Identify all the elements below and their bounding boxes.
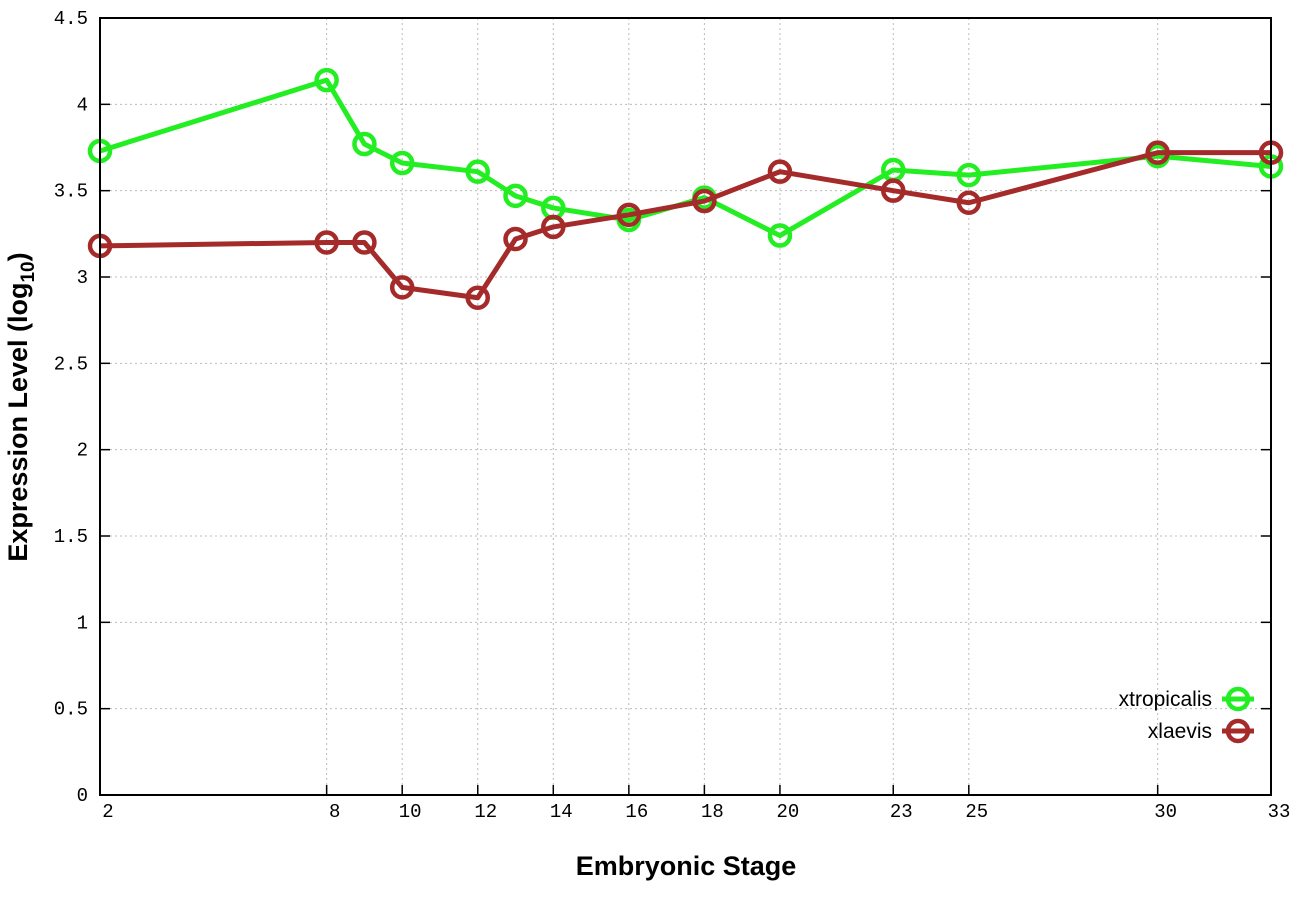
- y-tick-label: 4.5: [54, 8, 88, 30]
- legend-marker-xtropicalis: [1225, 686, 1251, 712]
- legend-marker-xlaevis: [1225, 718, 1251, 744]
- y-axis-label-close: ): [3, 252, 33, 261]
- series-line-xlaevis: [99, 150, 1271, 301]
- data-point-xlaevis: [1145, 140, 1170, 165]
- x-tick-label: 14: [550, 801, 573, 823]
- x-axis-label: Embryonic Stage: [576, 851, 797, 881]
- grid: [99, 17, 1272, 796]
- data-point-xtropicalis: [767, 223, 793, 248]
- y-tick-label: 0.5: [54, 699, 88, 721]
- x-tick-label: 25: [965, 801, 988, 823]
- series-layer: [87, 67, 1284, 310]
- data-point-xtropicalis: [389, 150, 415, 176]
- x-tick-label: 8: [329, 801, 340, 823]
- x-tick-label: 18: [701, 801, 724, 823]
- y-tick-label: 1: [77, 612, 88, 634]
- y-tick-label: 3.5: [54, 181, 88, 203]
- data-point-xlaevis: [352, 230, 377, 255]
- x-tick-label: 16: [625, 801, 648, 823]
- y-tick-label: 0: [77, 785, 88, 807]
- data-point-xlaevis: [616, 202, 642, 228]
- data-point-xtropicalis: [314, 67, 339, 93]
- data-point-xlaevis: [956, 190, 982, 216]
- ticks: 2 8 10 12 14 16 18 20 23 25 30 33 0 0.5 1 1.5 2 2.5 3 3.5 4 4…: [54, 8, 1291, 823]
- x-tick-label: 33: [1268, 801, 1291, 823]
- x-tick-label: 2: [102, 801, 113, 823]
- x-tick-label: 20: [777, 801, 800, 823]
- x-tick-label: 30: [1154, 801, 1177, 823]
- y-tick-label: 1.5: [54, 526, 88, 548]
- y-axis-label: Expression Level (log10): [3, 252, 39, 561]
- x-tick-label: 23: [890, 801, 913, 823]
- data-point-xtropicalis: [956, 162, 982, 188]
- legend: xtropicalis xlaevis: [1119, 686, 1254, 744]
- data-point-xlaevis: [541, 214, 566, 240]
- data-point-xtropicalis: [465, 159, 490, 184]
- y-axis-label-main: Expression Level (log: [3, 283, 33, 562]
- y-tick-label: 2: [77, 440, 88, 462]
- data-point-xtropicalis: [352, 131, 377, 157]
- x-tick-label: 12: [474, 801, 497, 823]
- y-tick-label: 2.5: [54, 353, 88, 375]
- y-tick-label: 4: [77, 94, 88, 116]
- data-point-xlaevis: [465, 285, 490, 310]
- x-tick-label: 10: [399, 801, 422, 823]
- data-point-xlaevis: [389, 275, 415, 300]
- plot-frame: [99, 17, 1272, 796]
- data-point-xtropicalis: [503, 183, 528, 209]
- legend-label: xtropicalis: [1119, 688, 1212, 711]
- series-line-xtropicalis: [99, 77, 1272, 239]
- legend-label: xlaevis: [1148, 720, 1212, 743]
- data-point-xlaevis: [692, 188, 717, 214]
- y-axis-label-sub: 10: [18, 261, 39, 282]
- data-point-xlaevis: [503, 226, 528, 252]
- data-point-xlaevis: [767, 159, 793, 184]
- data-point-xlaevis: [314, 230, 339, 255]
- y-tick-label: 3: [77, 267, 88, 289]
- data-point-xlaevis: [881, 178, 906, 203]
